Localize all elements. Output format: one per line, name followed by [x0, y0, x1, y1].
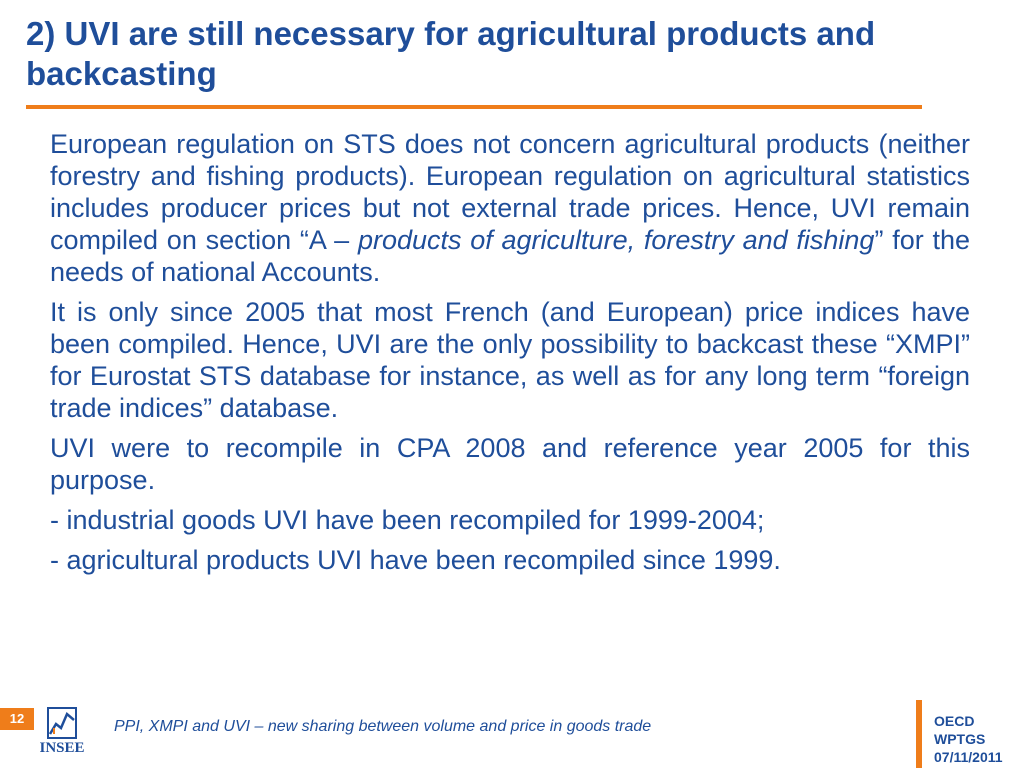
paragraph-1-italic: products of agriculture, forestry and fi…: [357, 225, 875, 255]
page-number: 12: [0, 708, 34, 730]
paragraph-industrial-goods: - industrial goods UVI have been recompi…: [50, 505, 765, 535]
paragraph-1-text: European regulation on STS does not conc…: [50, 129, 970, 255]
org-block: OECD WPTGS 07/11/2011: [934, 712, 1003, 766]
org-group: WPTGS: [934, 731, 986, 747]
paragraph-agricultural-products: - agricultural products UVI have been re…: [50, 545, 781, 575]
org-date: 07/11/2011: [934, 749, 1003, 765]
footer-divider: [916, 700, 922, 768]
org-name: OECD: [934, 713, 975, 729]
insee-logo-icon: [47, 707, 77, 739]
paragraph-backcasting: It is only since 2005 that most French (…: [50, 297, 970, 423]
paragraph-recompile: UVI were to recompile in CPA 2008 and re…: [50, 433, 970, 495]
slide-body: European regulation on STS does not conc…: [50, 128, 970, 584]
footer-caption: PPI, XMPI and UVI – new sharing between …: [114, 718, 652, 735]
logo-wordmark: INSEE: [39, 740, 85, 756]
slide-title: 2) UVI are still necessary for agricultu…: [26, 15, 876, 92]
paragraph-sts-regulation: European regulation on STS does not conc…: [50, 128, 970, 288]
paragraph-1-tail: ” for the needs of national Accounts.: [50, 225, 970, 287]
title-divider: [26, 105, 922, 109]
